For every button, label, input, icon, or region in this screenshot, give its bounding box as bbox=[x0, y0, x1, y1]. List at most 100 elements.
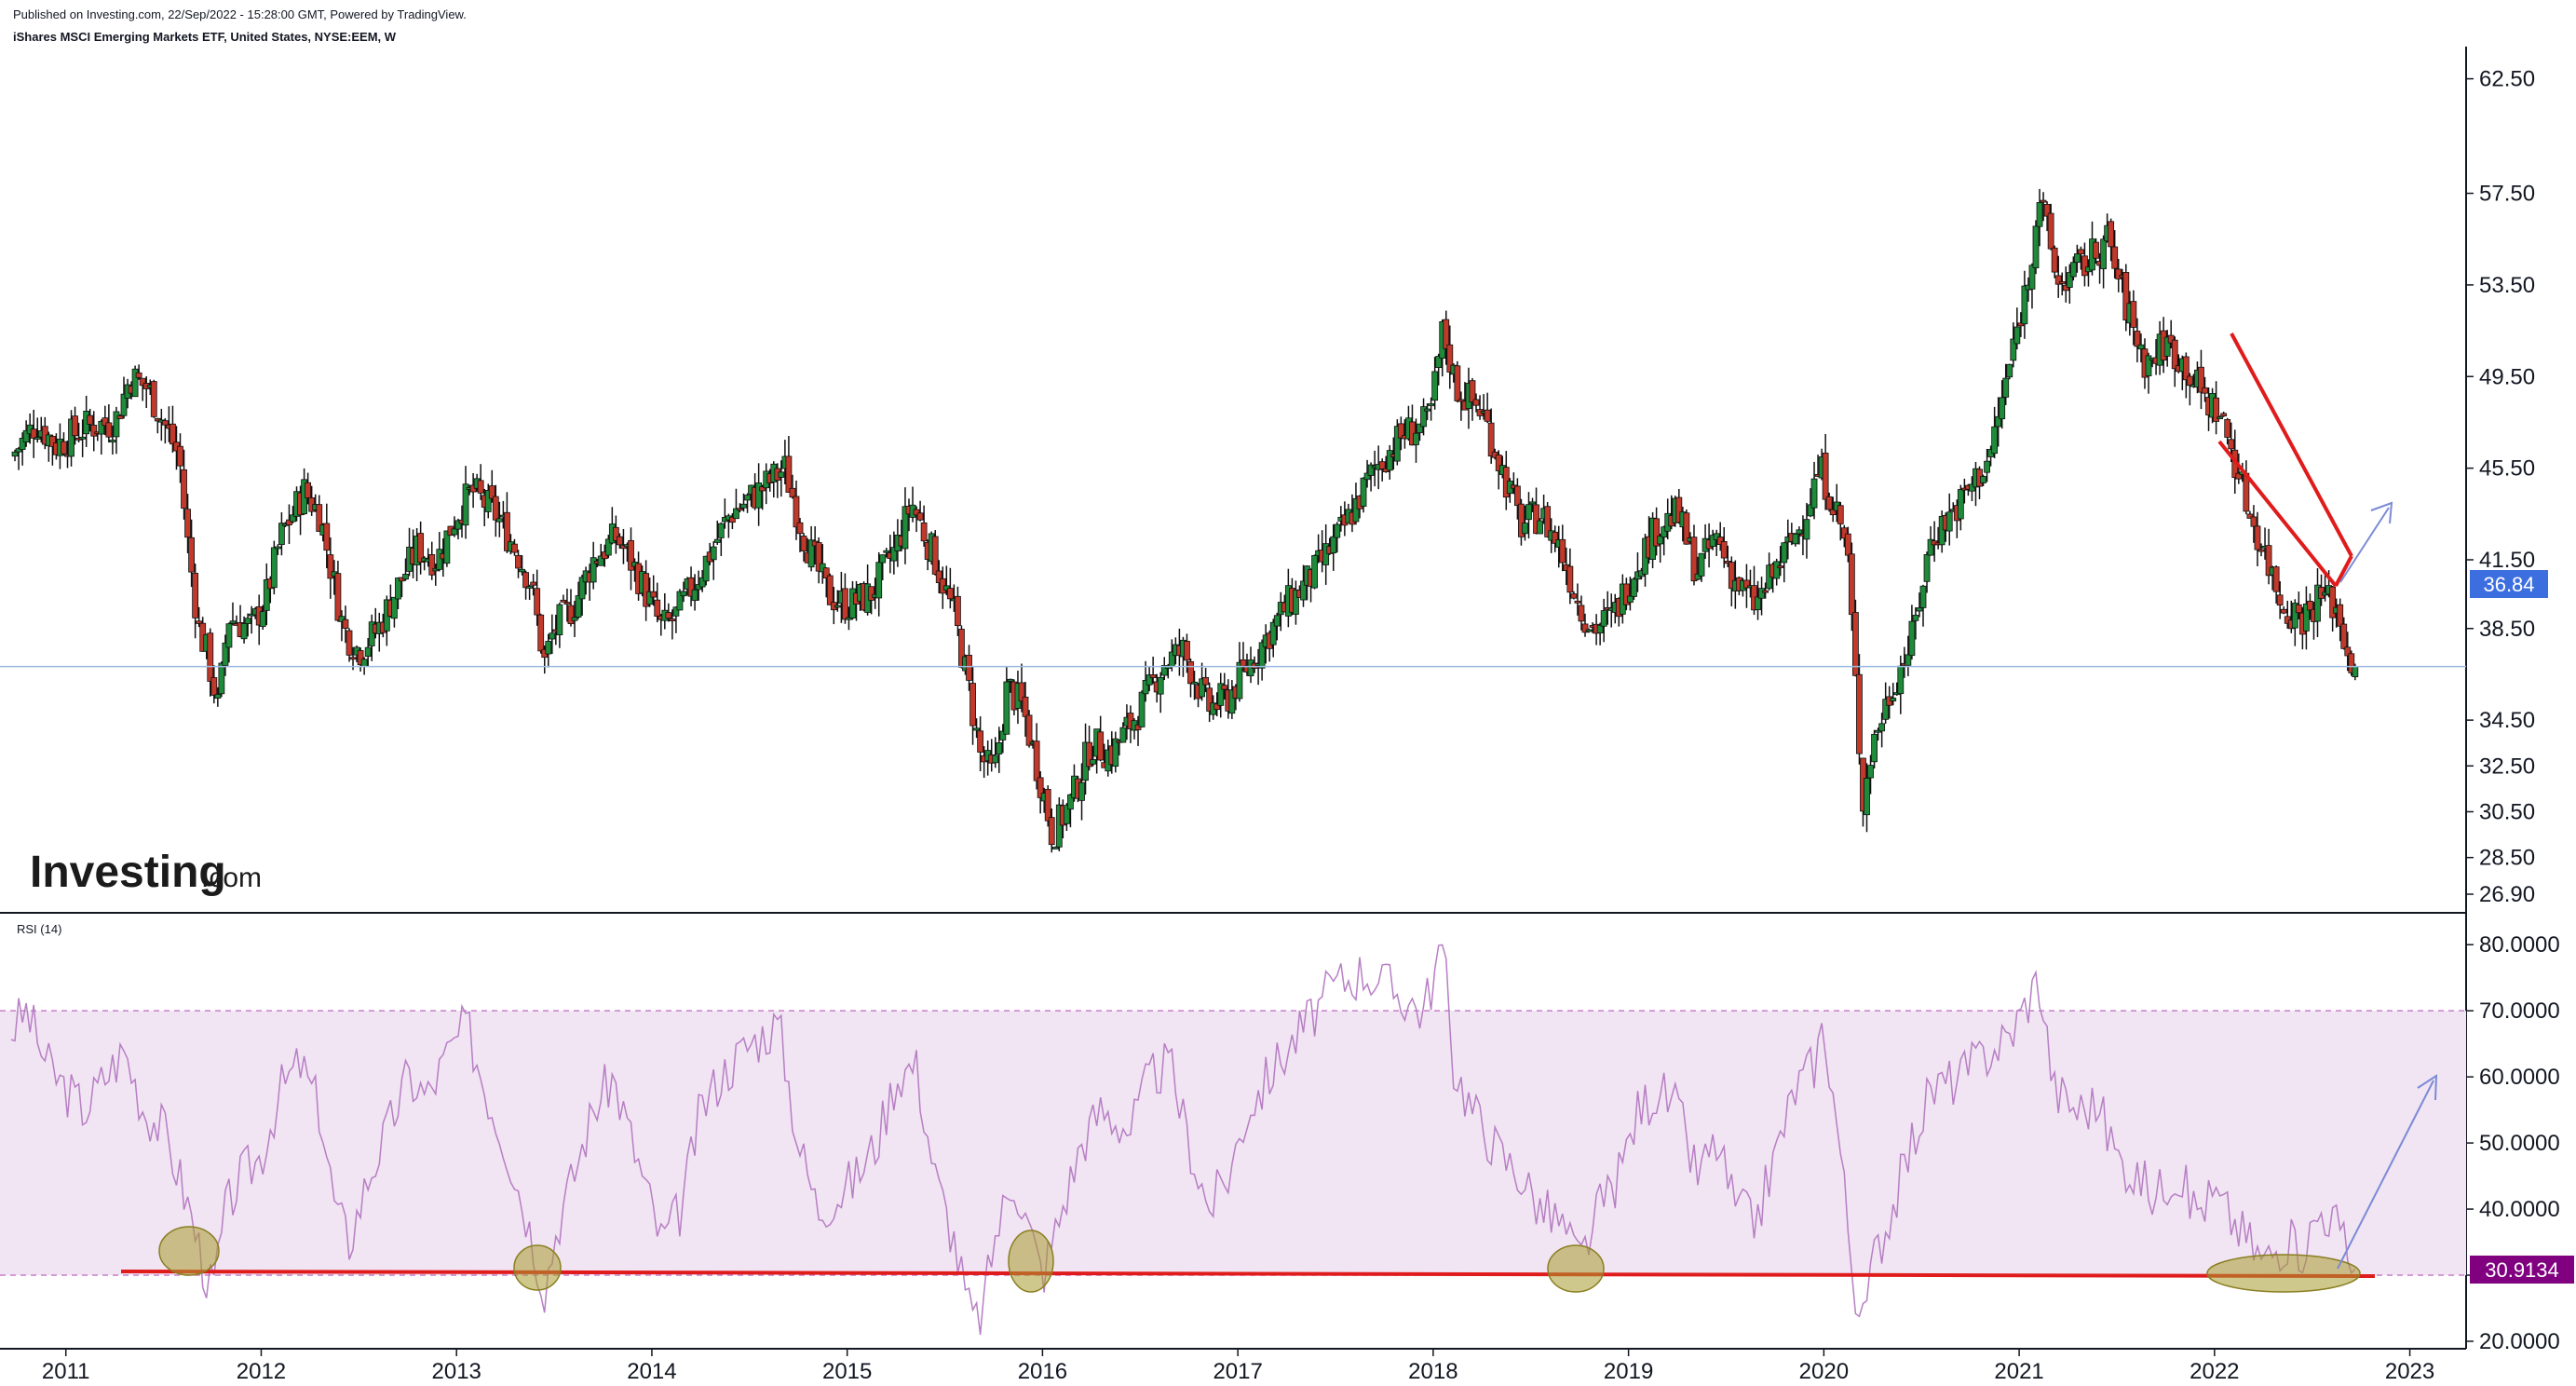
candle-body bbox=[672, 606, 680, 617]
candle-body bbox=[2167, 334, 2175, 344]
candle-body bbox=[1157, 676, 1164, 695]
candle-body bbox=[698, 577, 706, 588]
price-tick-label: 57.50 bbox=[2479, 182, 2535, 207]
candle-body bbox=[225, 623, 233, 648]
candle-body bbox=[1777, 565, 1784, 568]
candle-body bbox=[1495, 455, 1502, 471]
candle-body bbox=[755, 482, 763, 509]
candle-body bbox=[2272, 566, 2280, 592]
candle-body bbox=[1946, 511, 1953, 532]
candle-body bbox=[643, 573, 650, 607]
candle-body bbox=[1513, 485, 1521, 507]
candle-body bbox=[665, 612, 672, 619]
candle-body bbox=[2058, 281, 2066, 284]
candle-body bbox=[1424, 408, 1430, 412]
candle-body bbox=[1191, 681, 1198, 685]
candle-body bbox=[357, 650, 364, 666]
candle-body bbox=[1417, 423, 1423, 433]
candle-body bbox=[417, 533, 425, 564]
candle-body bbox=[778, 471, 785, 478]
candle-body bbox=[196, 620, 203, 624]
candle-body bbox=[1334, 523, 1341, 538]
candle-body bbox=[1149, 674, 1157, 678]
candle-body bbox=[1184, 641, 1190, 661]
candle-body bbox=[1134, 724, 1142, 730]
candle-body bbox=[2246, 513, 2254, 519]
candle-body bbox=[1055, 804, 1063, 848]
candle-body bbox=[868, 586, 875, 601]
rsi-low-circle-2011 bbox=[158, 1226, 220, 1276]
candle-body bbox=[1413, 432, 1419, 445]
rsi-support-line bbox=[120, 1270, 2376, 1278]
candle-body bbox=[2276, 594, 2284, 606]
candle-body bbox=[549, 632, 556, 640]
candle-body bbox=[1810, 478, 1818, 509]
candle-body bbox=[286, 519, 292, 525]
candle-body bbox=[1792, 533, 1799, 545]
candle-body bbox=[1657, 536, 1664, 545]
candle-body bbox=[323, 523, 331, 551]
candle-body bbox=[222, 642, 229, 666]
candle-body bbox=[713, 538, 721, 543]
candle-body bbox=[360, 659, 368, 667]
candle-body bbox=[1683, 512, 1690, 545]
candle-body bbox=[1825, 496, 1833, 510]
candle-body bbox=[278, 523, 285, 546]
candle-body bbox=[2352, 666, 2359, 678]
rsi-low-circle-2018 bbox=[1547, 1244, 1605, 1293]
candle-body bbox=[2036, 202, 2043, 227]
time-tick-label: 2016 bbox=[1018, 1359, 1067, 1384]
candle-body bbox=[1882, 699, 1890, 720]
candle-body bbox=[702, 555, 710, 582]
candle-body bbox=[2186, 375, 2193, 387]
rsi-band-background bbox=[0, 1011, 2466, 1276]
candle-body bbox=[334, 573, 342, 621]
candle-body bbox=[342, 618, 349, 629]
candle-body bbox=[1878, 723, 1886, 732]
price-tick-label: 32.50 bbox=[2479, 754, 2535, 779]
candle-body bbox=[2100, 238, 2108, 269]
candle-body bbox=[1991, 426, 1999, 455]
candle-body bbox=[1803, 519, 1810, 540]
rsi-pane-label: RSI (14) bbox=[17, 922, 61, 936]
candle-body bbox=[650, 591, 658, 598]
candle-body bbox=[2062, 284, 2069, 292]
candle-body bbox=[515, 554, 522, 569]
candle-body bbox=[807, 539, 815, 568]
candle-body bbox=[654, 599, 661, 617]
candle-body bbox=[34, 437, 41, 440]
candle-body bbox=[113, 411, 120, 438]
candle-body bbox=[210, 677, 218, 696]
candle-body bbox=[2108, 221, 2115, 248]
candle-body bbox=[1969, 483, 1975, 492]
candle-body bbox=[1443, 319, 1450, 349]
candle-body bbox=[1709, 535, 1716, 547]
candle-body bbox=[1698, 552, 1705, 577]
candle-body bbox=[15, 448, 22, 453]
candle-body bbox=[530, 581, 537, 586]
rsi-low-circle-2013 bbox=[513, 1244, 562, 1291]
candle-body bbox=[1720, 541, 1728, 559]
candle-body bbox=[1544, 506, 1552, 537]
candle-body bbox=[11, 451, 19, 457]
candle-body bbox=[1428, 403, 1435, 406]
candle-body bbox=[1206, 687, 1213, 712]
candle-body bbox=[1525, 504, 1532, 521]
candle-body bbox=[79, 436, 87, 440]
rsi-value-badge bbox=[2470, 1256, 2574, 1284]
candle-body bbox=[646, 591, 654, 605]
price-tick-label: 26.90 bbox=[2479, 882, 2535, 907]
candle-body bbox=[676, 591, 684, 611]
candle-body bbox=[19, 438, 26, 450]
candle-body bbox=[1871, 733, 1878, 763]
candle-body bbox=[2303, 603, 2310, 632]
candle-body bbox=[628, 539, 634, 571]
candle-body bbox=[1090, 759, 1097, 765]
candle-body bbox=[966, 655, 972, 681]
candle-body bbox=[61, 441, 67, 455]
candle-body bbox=[2224, 419, 2231, 438]
candle-body bbox=[1728, 562, 1735, 590]
candle-body bbox=[1484, 409, 1491, 422]
candle-body bbox=[184, 509, 191, 538]
